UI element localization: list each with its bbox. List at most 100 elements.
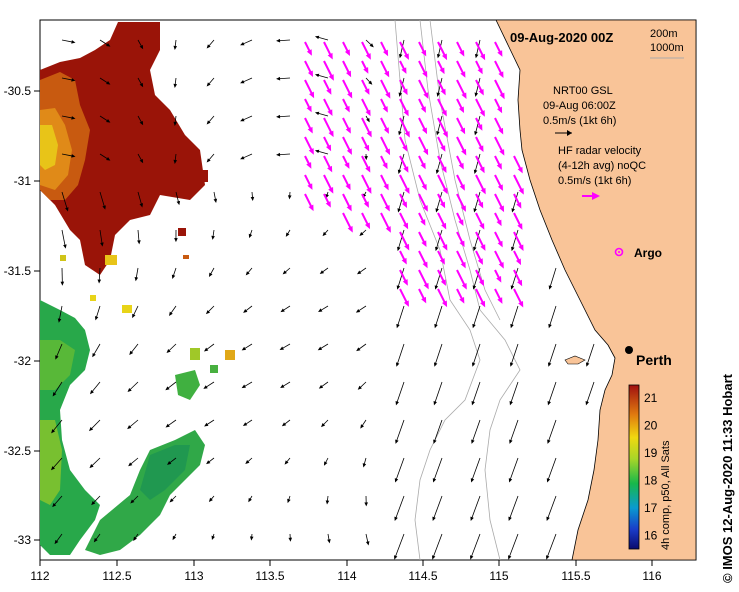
gsl-vector-head	[511, 208, 515, 213]
gsl-vector-head	[508, 555, 512, 560]
gsl-vector-head	[203, 347, 209, 352]
gsl-vector-shaft	[549, 305, 557, 327]
hf-vector-head	[441, 109, 447, 117]
hf-vector-head	[499, 92, 505, 100]
gsl-vector-head	[585, 362, 590, 367]
gsl-vector-head	[585, 400, 589, 406]
gsl-vector-head	[173, 83, 178, 88]
hf-vector-shaft	[456, 60, 465, 76]
gsl-vector-head	[547, 400, 551, 406]
hf-vector-shaft	[475, 98, 485, 114]
colorbar-label: 4h comp, p50, All Sats	[660, 440, 672, 550]
hf-vector-head	[328, 74, 334, 81]
gsl-vector-head	[508, 516, 512, 522]
hf-vector-head	[403, 300, 409, 307]
hf-legend-line-1: HF radar velocity	[558, 145, 642, 157]
gsl-vector-head	[325, 500, 330, 505]
hf-vector-head	[440, 145, 446, 152]
hf-vector-head	[402, 88, 408, 96]
gsl-vector-shaft	[473, 229, 481, 249]
gsl-vector-head	[285, 232, 290, 237]
gsl-vector-head	[546, 555, 550, 560]
lon-tick-label: 112.5	[102, 569, 131, 583]
gsl-vector-head	[169, 498, 174, 503]
gsl-vector-shaft	[99, 191, 105, 208]
lat-tick-label: -30.5	[4, 84, 32, 98]
gsl-vector-shaft	[58, 305, 63, 321]
hf-vector-shaft	[380, 60, 389, 75]
gsl-vector-head	[355, 308, 361, 313]
hf-vector-head	[327, 165, 333, 173]
hf-vector-head	[347, 225, 353, 233]
gsl-vector-head	[470, 516, 474, 522]
gsl-vector-shaft	[396, 343, 405, 365]
hf-vector-head	[344, 162, 350, 169]
hf-vector-shaft	[323, 98, 332, 114]
hf-vector-shaft	[456, 269, 467, 287]
hf-vector-head	[459, 297, 465, 304]
hf-vector-head	[440, 201, 446, 209]
hf-vector-head	[477, 258, 483, 265]
gsl-vector-head	[249, 536, 254, 541]
colorbar-tick-label: 19	[644, 446, 658, 460]
credit-label: © IMOS 12-Aug-2020 11:33 Hobart	[720, 374, 735, 583]
hf-vector-shaft	[494, 117, 503, 132]
gsl-vector-shaft	[435, 229, 443, 249]
hf-vector-head	[423, 92, 429, 99]
gsl-vector-head	[94, 316, 99, 321]
gsl-vector-head	[130, 499, 135, 504]
gsl-vector-head	[282, 270, 287, 275]
gsl-vector-shaft	[166, 381, 177, 390]
gsl-vector-shaft	[435, 267, 443, 288]
hf-vector-head	[326, 88, 332, 95]
gsl-vector-head	[287, 498, 291, 504]
gsl-vector-head	[364, 156, 368, 161]
gsl-vector-head	[102, 205, 106, 210]
gsl-vector-shaft	[397, 305, 405, 327]
gsl-vector-shaft	[436, 153, 443, 172]
gsl-vector-head	[100, 242, 104, 247]
gsl-vector-head	[245, 271, 250, 276]
gsl-vector-shaft	[510, 343, 519, 365]
depth-legend-200m: 200m	[650, 28, 678, 40]
gsl-vector-shaft	[357, 343, 367, 351]
gsl-vector-head	[548, 285, 553, 290]
hf-vector-shaft	[437, 41, 447, 58]
gsl-vector-head	[248, 233, 253, 239]
gsl-vector-head	[368, 80, 373, 85]
gsl-vector-shaft	[61, 229, 66, 247]
gsl-vector-head	[171, 274, 176, 280]
hf-vector-shaft	[437, 98, 447, 114]
hf-vector-head	[423, 148, 429, 156]
gsl-vector-head	[173, 45, 178, 50]
gsl-vector-head	[356, 347, 361, 352]
gsl-vector-head	[369, 43, 374, 48]
gsl-vector-head	[327, 539, 331, 544]
hf-vector-head	[402, 145, 408, 152]
gsl-vector-head	[245, 460, 250, 465]
gsl-vector-shaft	[473, 305, 481, 327]
hf-vector-head	[327, 109, 333, 116]
gsl-vector-head	[473, 208, 477, 213]
hf-vector-head	[307, 70, 314, 78]
gsl-vector-head	[398, 53, 403, 59]
gsl-legend-line-1: NRT00 GSL	[553, 85, 613, 97]
gsl-vector-shaft	[474, 191, 481, 211]
gsl-vector-shaft	[98, 267, 101, 282]
gsl-vector-shaft	[586, 343, 595, 365]
gsl-vector-head	[206, 44, 211, 49]
hf-vector-head	[422, 261, 428, 269]
hf-vector-head	[496, 219, 502, 227]
gsl-vector-shaft	[128, 419, 139, 428]
gsl-vector-head	[92, 352, 96, 358]
hf-vector-head	[384, 204, 390, 212]
hf-vector-head	[347, 91, 353, 99]
gsl-vector-head	[319, 270, 325, 275]
gsl-vector-head	[547, 439, 551, 444]
gsl-vector-shaft	[547, 419, 557, 442]
gsl-vector-shaft	[434, 381, 443, 404]
hf-vector-head	[421, 240, 427, 247]
colorbar-tick-label: 21	[644, 391, 658, 405]
gsl-vector-head	[314, 35, 320, 40]
gsl-vector-shaft	[397, 229, 405, 249]
